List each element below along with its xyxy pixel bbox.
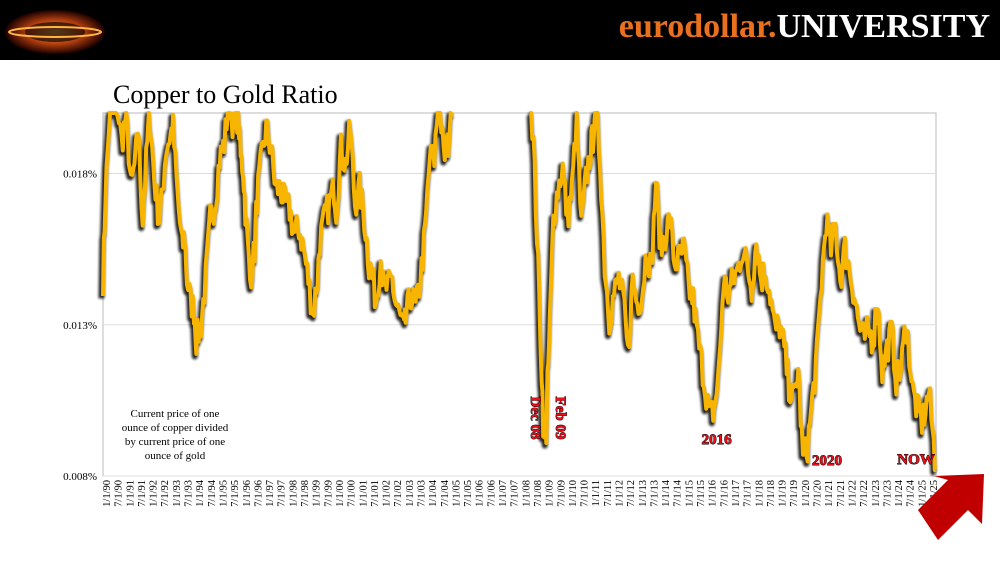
x-tick-label: 7/1/07 (510, 480, 521, 507)
x-tick-label: 1/1/90 (102, 480, 113, 507)
x-tick-label: 7/1/02 (393, 480, 404, 507)
x-tick-label: 7/1/97 (277, 480, 288, 507)
x-tick-label: 1/1/14 (661, 479, 672, 507)
x-tick-label: 1/1/08 (521, 480, 532, 507)
annotation-label: 2020 (812, 453, 842, 469)
x-tick-label: 7/1/11 (603, 480, 614, 506)
x-tick-label: 7/1/19 (789, 480, 800, 507)
y-tick-label: 0.008% (63, 471, 97, 483)
x-tick-label: 7/1/94 (207, 479, 218, 507)
x-tick-label: 7/1/05 (463, 480, 474, 507)
annotations: Dec 08 Feb 09 2016 2020 NOW (527, 396, 936, 469)
x-tick-label: 7/1/16 (719, 480, 730, 507)
x-tick-label: 1/1/12 (615, 480, 626, 507)
note-line: ounce of gold (145, 450, 206, 462)
note-line: by current price of one (125, 436, 225, 448)
x-tick-label: 1/1/07 (498, 480, 509, 507)
x-tick-label: 1/1/16 (708, 480, 719, 507)
y-tick-label: 0.013% (63, 320, 97, 332)
x-tick-label: 7/1/06 (486, 480, 497, 507)
x-tick-label: 1/1/94 (195, 479, 206, 507)
x-tick-label: 7/1/25 (929, 480, 940, 507)
x-tick-label: 7/1/20 (813, 480, 824, 507)
note-line: Current price of one (131, 408, 220, 420)
x-tick-label: 1/1/97 (265, 480, 276, 507)
x-tick-label: 7/1/91 (137, 480, 148, 507)
x-tick-label: 7/1/95 (230, 480, 241, 507)
x-tick-label: 1/1/17 (731, 480, 742, 507)
chart-title: Copper to Gold Ratio (113, 80, 338, 109)
y-tick-label: 0.018% (63, 169, 97, 181)
x-tick-label: 1/1/03 (405, 480, 416, 507)
x-tick-label: 7/1/09 (556, 480, 567, 507)
x-tick-label: 1/1/18 (754, 480, 765, 507)
x-tick-label: 7/1/18 (766, 480, 777, 507)
x-tick-label: 1/1/95 (218, 480, 229, 507)
annotation-label: Feb 09 (552, 397, 568, 440)
x-tick-label: 1/1/24 (894, 479, 905, 507)
header-bar: eurodollar.UNIVERSITY (0, 0, 1000, 60)
x-tick-label: 7/1/15 (696, 480, 707, 507)
x-tick-label: 1/1/04 (428, 479, 439, 507)
x-axis-labels: 1/1/90 7/1/90 1/1/91 7/1/91 1/1/92 7/1/92 1/1/… (102, 479, 940, 507)
annotation-label: Dec 08 (527, 397, 543, 440)
annotation-label: NOW (897, 452, 935, 468)
x-tick-label: 1/1/99 (312, 480, 323, 507)
x-tick-label: 7/1/93 (184, 480, 195, 507)
x-tick-label: 7/1/03 (416, 480, 427, 507)
x-tick-label: 7/1/14 (673, 479, 684, 507)
x-tick-label: 1/1/11 (591, 480, 602, 506)
x-tick-label: 7/1/98 (300, 480, 311, 507)
x-tick-label: 1/1/93 (172, 480, 183, 507)
x-tick-label: 7/1/13 (649, 480, 660, 507)
x-tick-label: 7/1/00 (347, 480, 358, 507)
x-tick-label: 1/1/00 (335, 480, 346, 507)
now-arrow-icon (918, 474, 984, 540)
x-tick-label: 1/1/19 (778, 480, 789, 507)
series-line (529, 111, 937, 473)
x-tick-label: 1/1/02 (382, 480, 393, 507)
x-tick-label: 7/1/21 (836, 480, 847, 507)
x-tick-label: 1/1/91 (125, 480, 136, 507)
x-tick-label: 1/1/01 (358, 480, 369, 507)
series-lines (98, 111, 937, 476)
x-tick-label: 1/1/15 (684, 480, 695, 507)
x-tick-label: 7/1/99 (323, 480, 334, 507)
note-text: Current price of one ounce of copper divi… (122, 408, 229, 462)
x-tick-label: 1/1/06 (475, 480, 486, 507)
x-tick-label: 7/1/08 (533, 480, 544, 507)
x-tick-label: 1/1/23 (871, 480, 882, 507)
x-tick-label: 7/1/92 (160, 480, 171, 507)
x-tick-label: 7/1/10 (580, 480, 591, 507)
eurodollar-logo-icon (5, 10, 105, 54)
note-line: ounce of copper divided (122, 422, 229, 434)
x-tick-label: 1/1/98 (288, 480, 299, 507)
annotation-label: 2016 (702, 432, 733, 448)
brand-part2: UNIVERSITY (776, 8, 991, 45)
x-tick-label: 1/1/20 (801, 480, 812, 507)
x-tick-label: 1/1/05 (451, 480, 462, 507)
x-tick-label: 7/1/90 (114, 480, 125, 507)
x-tick-label: 1/1/25 (917, 480, 928, 507)
x-tick-label: 7/1/17 (743, 480, 754, 507)
x-tick-label: 1/1/09 (545, 480, 556, 507)
x-tick-label: 1/1/96 (242, 480, 253, 507)
series-line (101, 111, 455, 356)
brand-part1: eurodollar. (618, 8, 777, 45)
x-tick-label: 7/1/23 (882, 480, 893, 507)
x-tick-label: 1/1/13 (638, 480, 649, 507)
x-tick-label: 7/1/22 (859, 480, 870, 507)
x-tick-label: 7/1/24 (906, 479, 917, 507)
x-tick-label: 1/1/10 (568, 480, 579, 507)
x-tick-label: 7/1/01 (370, 480, 381, 507)
x-tick-label: 1/1/22 (847, 480, 858, 507)
brand-title: eurodollar.UNIVERSITY (619, 8, 990, 46)
x-tick-label: 7/1/96 (253, 480, 264, 507)
x-tick-label: 7/1/12 (626, 480, 637, 507)
y-axis-labels: 0.008% 0.013% 0.018% (63, 169, 97, 484)
x-tick-label: 1/1/92 (149, 480, 160, 507)
x-tick-label: 1/1/21 (824, 480, 835, 507)
x-tick-label: 7/1/04 (440, 479, 451, 507)
